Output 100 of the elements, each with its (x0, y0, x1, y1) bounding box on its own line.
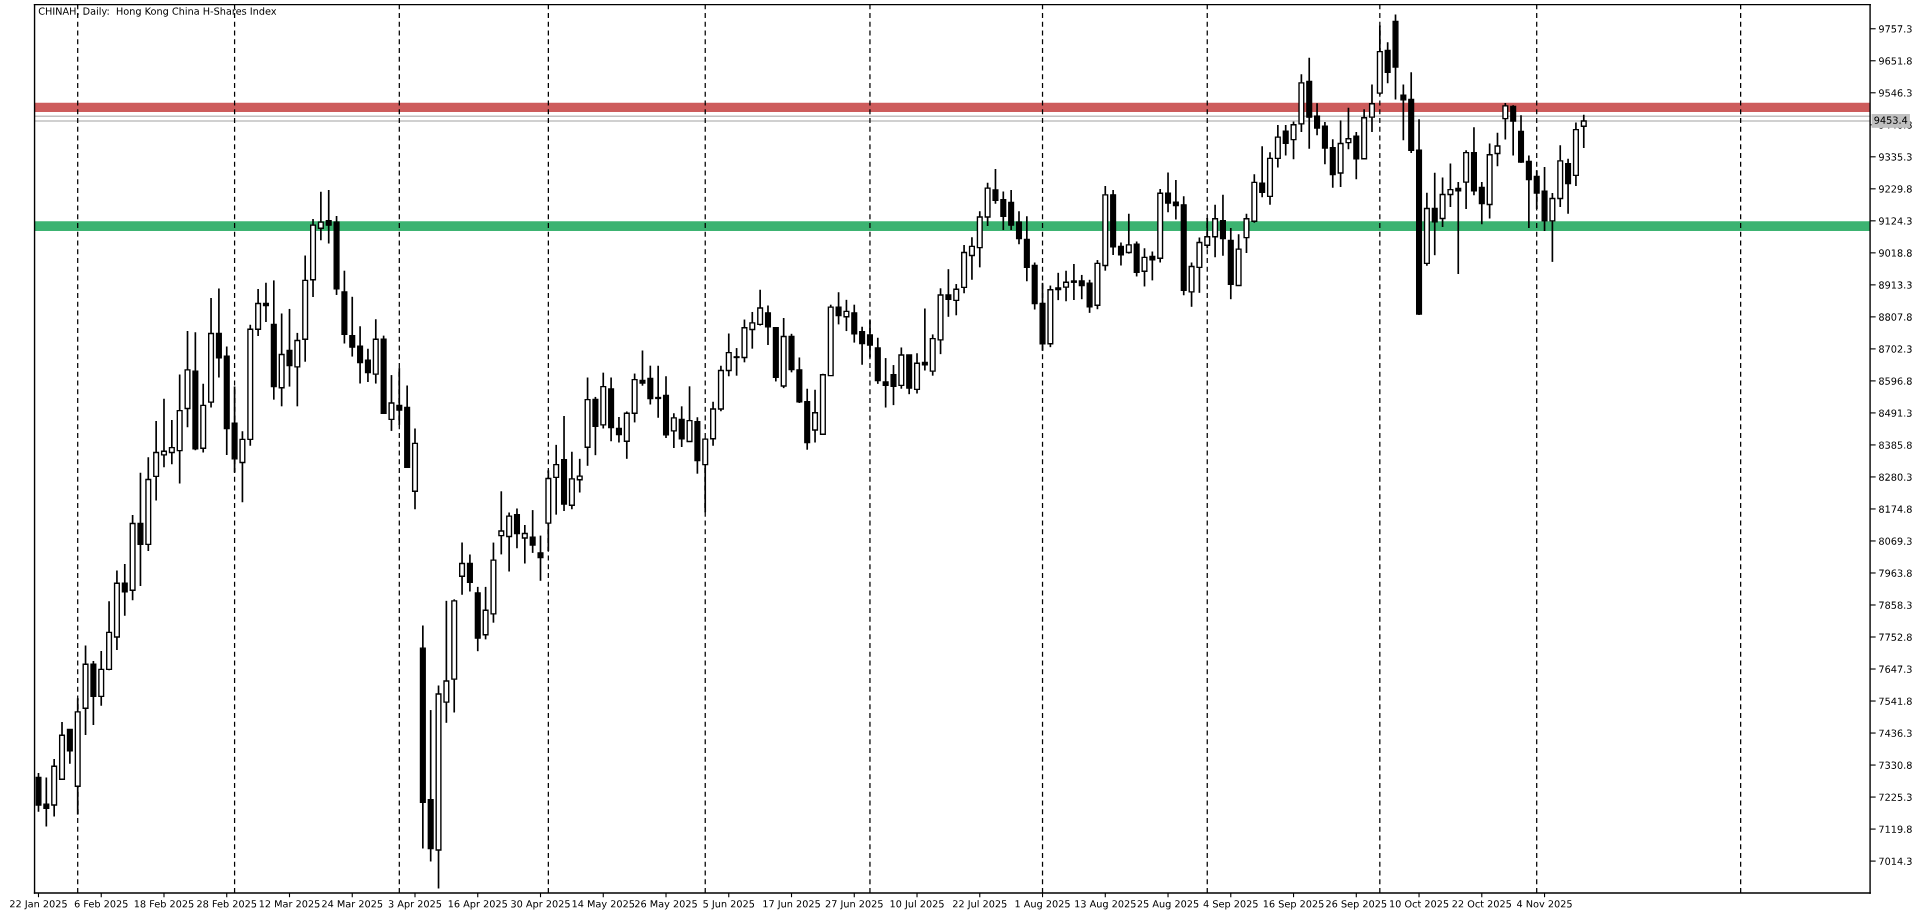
candlestick (364, 347, 371, 383)
y-tick-label: 9546.3 (1879, 89, 1912, 97)
candlestick (1455, 181, 1462, 275)
x-tick-label: 22 Oct 2025 (1452, 900, 1511, 908)
y-tick-label: 8174.8 (1879, 505, 1912, 513)
y-tick-label: 8491.3 (1879, 409, 1912, 417)
candlestick (1565, 157, 1572, 215)
candlestick (576, 457, 583, 494)
candlestick (1164, 171, 1172, 213)
candlestick (1478, 181, 1485, 226)
y-tick-label: 8702.3 (1879, 345, 1912, 353)
candlestick (1400, 83, 1407, 142)
candlestick (1078, 274, 1085, 301)
y-tick-label: 9757.3 (1879, 25, 1912, 33)
candlestick (1502, 102, 1509, 141)
x-tick-label: 18 Feb 2025 (134, 899, 194, 908)
candlestick (811, 388, 819, 444)
candlestick (1368, 83, 1376, 133)
candlestick (764, 304, 772, 346)
x-tick-label: 26 Sep 2025 (1326, 900, 1387, 910)
candlestick (968, 236, 975, 281)
y-tick-label: 9229.8 (1879, 185, 1912, 193)
candlestick (349, 295, 356, 358)
x-tick-label: 27 Jun 2025 (825, 900, 883, 910)
x-tick-label: 26 May 2025 (635, 900, 697, 910)
x-tick-label: 24 Mar 2025 (322, 900, 383, 908)
candlestick (1580, 113, 1587, 149)
candlestick (1259, 145, 1266, 199)
y-tick-label: 7541.8 (1879, 697, 1912, 705)
candlestick (749, 311, 756, 350)
y-tick-label: 8596.8 (1879, 377, 1912, 385)
x-tick-label: 22 Jan 2025 (10, 900, 67, 910)
y-tick-label: 7647.3 (1879, 665, 1912, 673)
x-tick-label: 4 Sep 2025 (1203, 900, 1258, 910)
candlestick (1314, 102, 1321, 137)
y-tick-label: 8280.3 (1879, 473, 1912, 481)
x-tick-label: 3 Apr 2025 (388, 900, 442, 910)
candlestick (1321, 121, 1328, 166)
x-tick-label: 14 May 2025 (572, 900, 635, 910)
x-tick-label: 16 Apr 2025 (448, 900, 507, 910)
y-tick-label: 9124.3 (1879, 217, 1912, 225)
candlestick (1274, 124, 1281, 169)
candlestick (553, 444, 560, 516)
candlestick (1212, 204, 1219, 259)
candlestick (160, 397, 168, 469)
candlestick (757, 288, 764, 327)
candlestick (615, 416, 622, 444)
x-tick-label: 22 Jul 2025 (952, 899, 1007, 910)
candlestick (1353, 131, 1360, 181)
candlestick (1015, 210, 1023, 246)
candlestick (262, 281, 270, 323)
candlestick (1172, 179, 1179, 221)
candlestick (459, 541, 466, 596)
candlestick (153, 420, 160, 502)
candlestick (498, 490, 505, 556)
candlestick (851, 303, 858, 344)
candlestick (1070, 263, 1077, 301)
candlestick (513, 507, 521, 550)
x-tick-label: 6 Feb 2025 (74, 899, 128, 908)
chart-title: CHINAH, Daily: Hong Kong China H-Shares Index (38, 7, 277, 17)
candlestick (725, 332, 732, 378)
candlestick (1431, 171, 1438, 257)
y-tick-label: 7014.3 (1879, 857, 1912, 865)
candlestick (1055, 271, 1062, 301)
candlestick (1494, 131, 1501, 168)
candlestick (537, 534, 544, 582)
candlestick (655, 364, 662, 419)
candlestick (357, 325, 364, 385)
candlestick (168, 419, 175, 466)
y-tick-label: 8385.8 (1879, 441, 1912, 449)
candlestick (859, 325, 866, 366)
candlestick (529, 509, 536, 554)
y-tick-label: 7119.8 (1879, 825, 1912, 833)
candlestick (317, 190, 324, 242)
x-tick-label: 1 Aug 2025 (1015, 900, 1070, 910)
y-tick-label: 8913.3 (1879, 281, 1912, 289)
x-tick-label: 10 Jul 2025 (890, 899, 944, 910)
candlestick (670, 412, 677, 449)
y-tick-label: 9335.3 (1879, 153, 1912, 161)
y-tick-label: 7858.3 (1879, 601, 1912, 609)
candlestick (1008, 189, 1015, 231)
x-tick-label: 16 Sep 2025 (1263, 900, 1324, 910)
y-tick-label: 9018.8 (1879, 249, 1912, 257)
x-tick-label: 10 Oct 2025 (1390, 900, 1449, 908)
x-tick-label: 13 Aug 2025 (1075, 900, 1136, 910)
candlestick (1345, 106, 1352, 151)
y-tick-label: 8807.8 (1879, 313, 1912, 321)
candlestick (521, 524, 528, 565)
x-tick-label: 5 Jun 2025 (703, 900, 755, 910)
candlestick (953, 283, 960, 317)
candlestick (1125, 212, 1132, 255)
x-tick-label: 17 Jun 2025 (763, 900, 820, 910)
candlestick (121, 563, 128, 617)
candlestick (1510, 104, 1517, 157)
x-tick-label: 28 Feb 2025 (197, 899, 257, 908)
candlestick (66, 728, 73, 765)
y-tick-label: 7752.8 (1879, 633, 1912, 641)
y-tick-label: 7330.8 (1879, 761, 1912, 769)
y-tick-label: 8069.3 (1879, 537, 1912, 545)
candlestick (506, 511, 513, 573)
